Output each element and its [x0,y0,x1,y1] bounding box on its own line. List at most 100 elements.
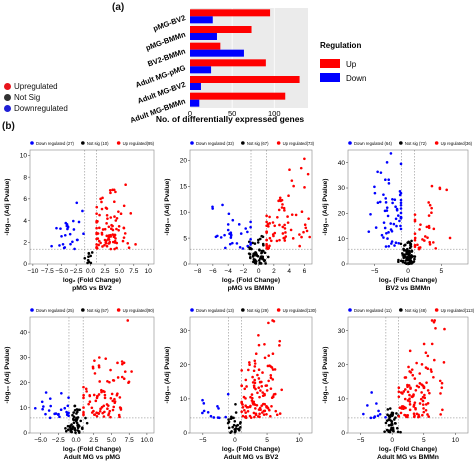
point-up [413,377,417,380]
point-up [421,238,424,241]
point-up [427,224,431,228]
point-up [261,402,265,406]
point-not-sig [401,252,404,255]
point-up [99,407,102,411]
y-tick-label: 20 [180,362,188,369]
point-down [249,220,252,224]
point-up [95,231,98,235]
point-down [399,207,403,210]
point-up [298,244,301,248]
legend-label: Up regulated(113) [441,308,474,313]
point-not-sig [66,428,70,431]
point-down [385,209,389,212]
point-not-sig [73,428,77,431]
x-tick-label: 0 [390,437,394,444]
point-down [73,247,76,251]
point-up [281,203,284,206]
point-not-sig [227,420,231,424]
point-not-sig [87,255,90,259]
point-up [418,372,422,375]
point-up [82,413,85,417]
point-down [221,203,224,207]
point-up [415,361,418,365]
point-up [102,415,106,418]
x-tick-label: −4 [224,268,232,275]
legend-up-swatch [320,59,340,68]
point-up [404,414,407,417]
x-tick-label: 0.0 [72,437,81,444]
point-up [91,365,95,369]
point-down [226,228,230,232]
point-up [111,399,115,403]
point-up [120,362,124,366]
point-not-sig [71,413,74,417]
point-up [404,376,408,379]
y-tick-label: 40 [338,160,346,167]
point-not-sig [394,416,397,419]
legend-label: Down regulated (64) [354,141,393,146]
point-up [106,379,109,383]
point-up [240,410,243,414]
bar [190,26,252,33]
point-up [118,396,122,399]
point-up [281,232,285,235]
point-up [269,239,273,243]
point-up [408,403,412,406]
point-up [421,399,425,403]
x-tick-label: 7.5 [125,437,134,444]
x-axis-title: log₂ (Fold Change) [63,277,121,284]
point-not-sig [233,430,237,434]
point-not-sig [256,254,260,258]
point-up [88,400,92,404]
point-up [90,411,94,414]
x-axis-title: log₂ (Fold Change) [379,277,437,284]
point-up [123,232,127,235]
point-up [98,409,102,413]
point-up [270,366,274,369]
point-up [423,393,426,397]
y-tick-label: 5 [183,235,187,242]
point-up [95,396,99,400]
point-down [390,242,393,245]
point-up [243,408,246,412]
point-up [98,380,101,383]
point-not-sig [251,255,255,258]
point-up [265,384,269,387]
point-up [428,243,432,246]
point-up [111,188,114,192]
point-up [82,385,85,389]
point-up [115,241,119,245]
point-up [249,404,252,408]
point-up [303,157,306,161]
point-up [109,247,113,251]
point-up [267,246,271,250]
point-up [422,410,426,414]
point-up [307,217,310,220]
point-up [253,365,257,368]
x-tick-label: 6 [303,268,307,275]
point-up [246,405,250,409]
point-not-sig [406,241,409,244]
point-up [286,215,289,218]
point-up [298,233,301,236]
point-up [107,413,110,417]
legend-label: Down regulated (27) [36,141,75,146]
point-up [251,381,255,384]
point-up [428,203,432,207]
point-down [386,237,389,240]
point-up [280,206,284,209]
point-up [123,370,127,373]
point-not-sig [410,239,413,243]
point-down [202,409,206,413]
point-down [382,236,385,239]
point-up [294,213,298,217]
point-up [402,390,406,393]
point-up [92,393,96,397]
legend-dot-icon [190,308,194,312]
point-not-sig [260,249,264,253]
point-up [118,406,122,409]
point-up [413,236,417,240]
point-down [384,416,387,419]
point-up [413,232,417,236]
point-up [276,216,279,219]
